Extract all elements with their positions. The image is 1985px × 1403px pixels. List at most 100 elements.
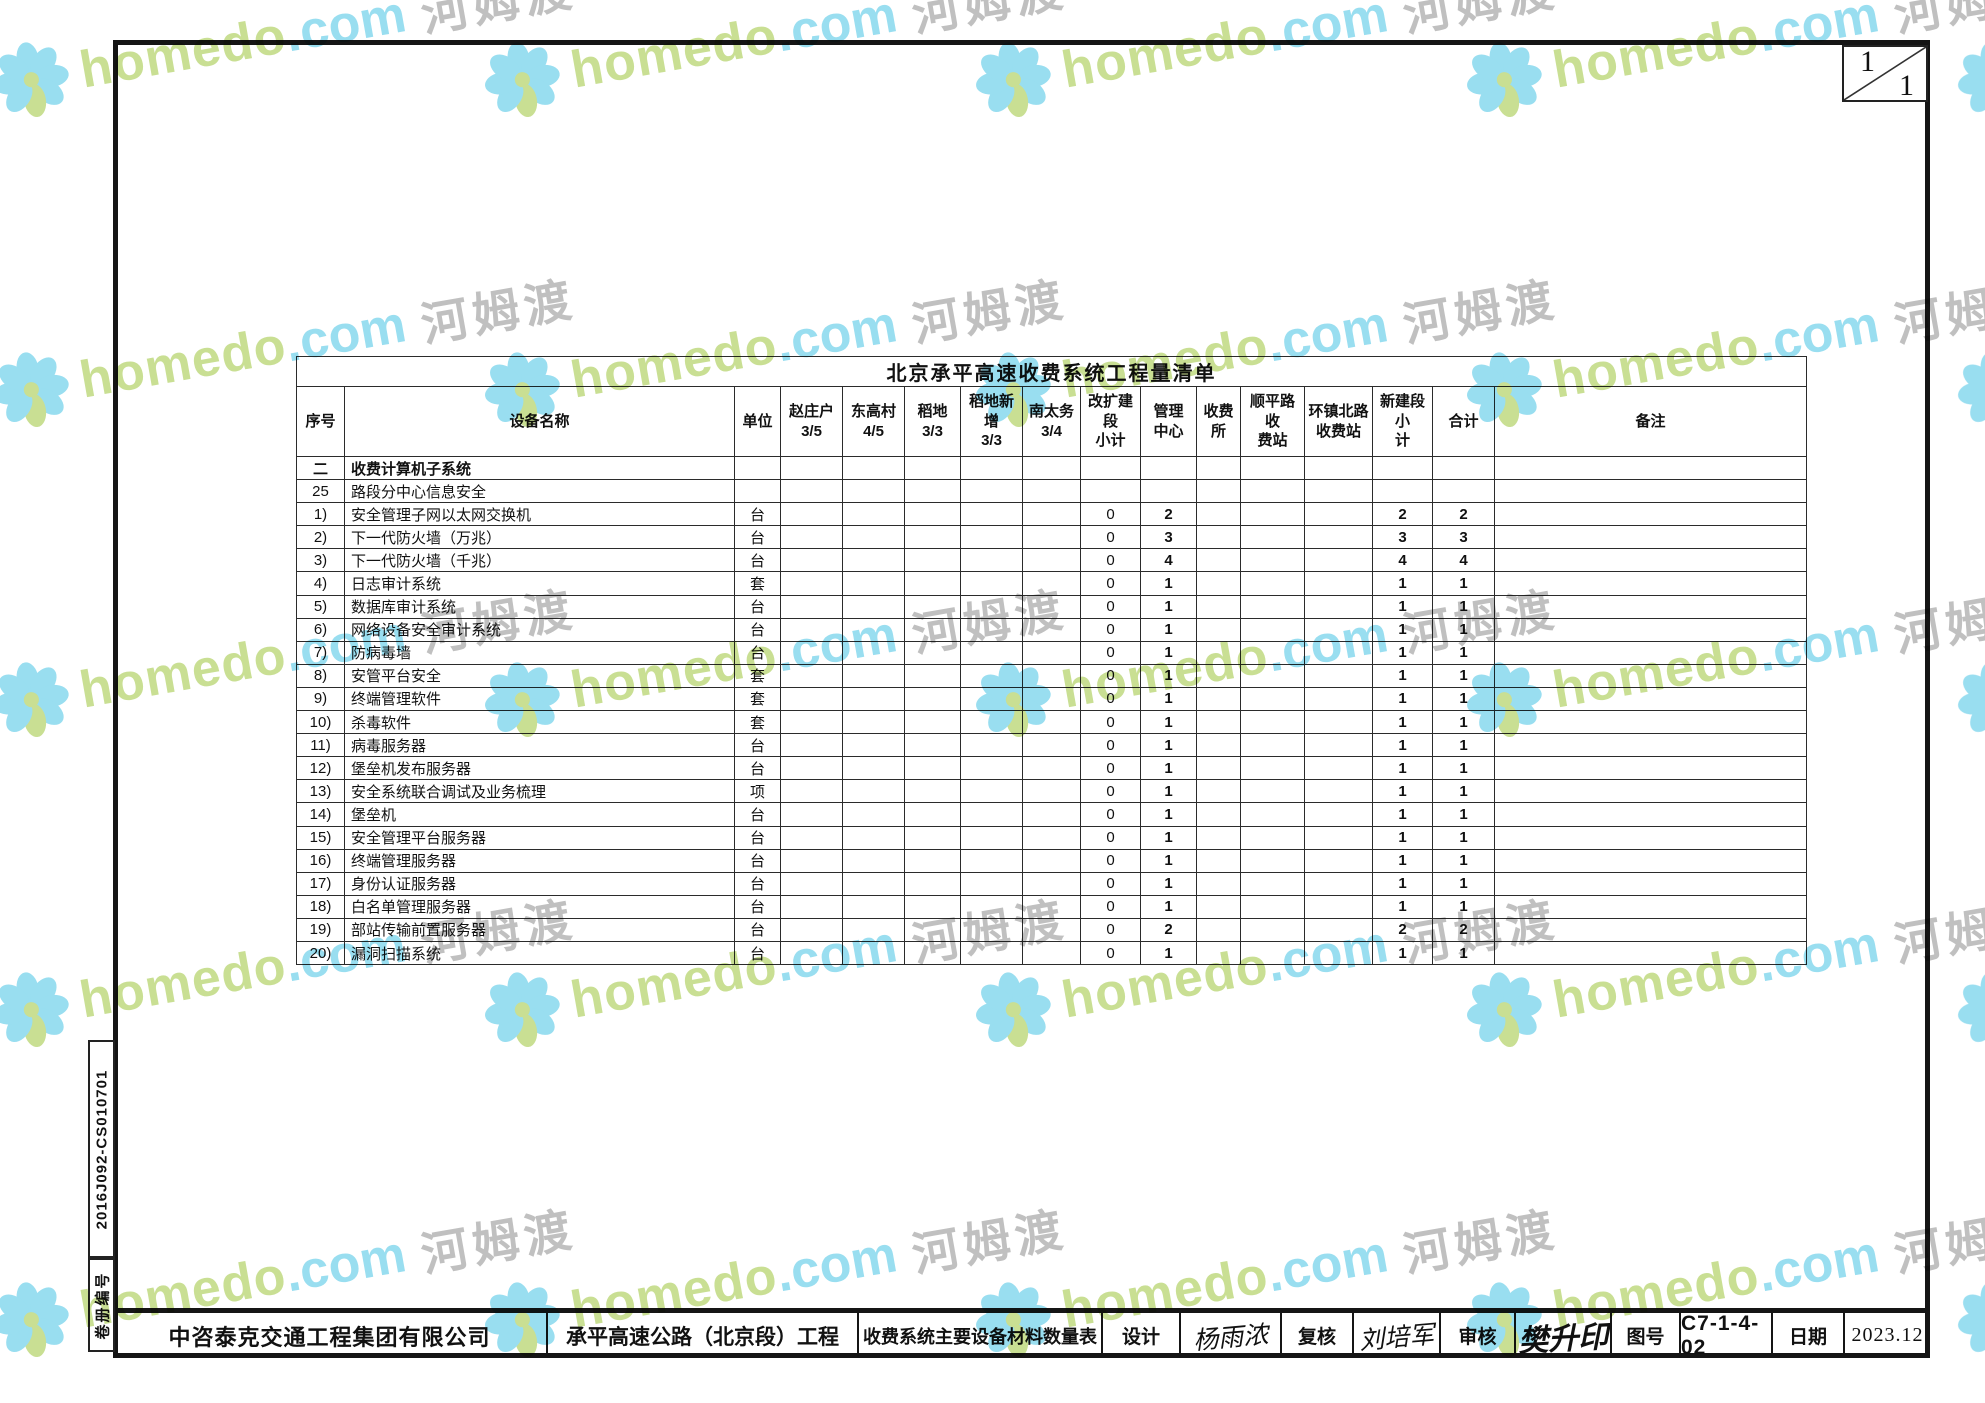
table-cell — [960, 548, 1023, 573]
table-cell: 0 — [1080, 571, 1141, 596]
drawing-no-label-cell: 图号 — [1610, 1313, 1679, 1358]
table-cell — [1022, 779, 1081, 804]
table-cell — [780, 756, 843, 781]
table-cell — [1022, 525, 1081, 550]
table-cell — [1304, 940, 1373, 966]
table-cell — [960, 525, 1023, 550]
table-cell — [780, 733, 843, 758]
design-label-cell: 设计 — [1101, 1313, 1179, 1358]
table-cell — [1196, 894, 1241, 919]
table-cell: 1) — [296, 502, 345, 527]
table-cell — [1196, 594, 1241, 619]
table-cell: 1 — [1432, 594, 1495, 619]
table-cell — [1494, 779, 1807, 804]
table-cell: 7) — [296, 640, 345, 665]
table-cell: 1 — [1372, 756, 1433, 781]
table-cell — [904, 479, 961, 504]
table-cell — [842, 779, 905, 804]
table-cell: 1 — [1372, 940, 1433, 966]
table-cell: 身份认证服务器 — [344, 871, 735, 896]
table-cell: 1 — [1372, 733, 1433, 758]
table-cell: 台 — [734, 825, 781, 850]
table-cell — [1022, 455, 1081, 481]
table-row: 8) 安管平台安全套 0 1 1 1 — [296, 663, 1807, 688]
table-cell — [1240, 825, 1305, 850]
table-cell — [1196, 802, 1241, 827]
table-cell — [960, 617, 1023, 642]
table-cell — [1022, 686, 1081, 712]
project-cell: 承平高速公路（北京段）工程 — [546, 1313, 857, 1358]
table-row: 13) 安全系统联合调试及业务梳理项 0 1 1 1 — [296, 779, 1807, 804]
table-cell: 白名单管理服务器 — [344, 894, 735, 919]
table-title: 北京承平高速收费系统工程量清单 — [296, 356, 1807, 387]
table-cell — [1240, 455, 1305, 481]
table-cell — [1196, 733, 1241, 758]
archive-number: 2016J092-CS010701 — [93, 1069, 110, 1229]
homedo-flower-icon — [1958, 42, 1985, 113]
design-signature: 杨雨浓 — [1191, 1319, 1270, 1355]
date-value: 2023.12 — [1851, 1324, 1924, 1346]
table-cell — [1304, 710, 1373, 735]
table-cell — [842, 825, 905, 850]
table-cell — [1432, 455, 1495, 481]
table-cell: 25 — [296, 479, 345, 504]
table-cell — [904, 848, 961, 873]
table-cell — [904, 871, 961, 896]
table-cell: 套 — [734, 663, 781, 688]
table-cell — [842, 802, 905, 827]
table-row: 11) 病毒服务器台 0 1 1 1 — [296, 733, 1807, 758]
table-cell: 1 — [1372, 617, 1433, 642]
table-cell: 台 — [734, 733, 781, 758]
table-cell: 台 — [734, 525, 781, 550]
table-cell: 0 — [1080, 848, 1141, 873]
table-cell — [1196, 848, 1241, 873]
table-cell — [1494, 871, 1807, 896]
table-cell — [1304, 733, 1373, 758]
table-cell — [1494, 502, 1807, 527]
table-cell — [1022, 571, 1081, 596]
table-cell: 安全管理子网以太网交换机 — [344, 502, 735, 527]
table-cell — [1240, 502, 1305, 527]
table-cell: 2 — [1140, 917, 1197, 942]
table-cell — [842, 871, 905, 896]
review-signature-cell: 樊升印 — [1514, 1313, 1610, 1358]
table-cell: 1 — [1432, 617, 1495, 642]
homedo-flower-icon — [0, 1282, 69, 1358]
table-cell: 套 — [734, 710, 781, 735]
table-cell: 0 — [1080, 871, 1141, 896]
watermark-cjk: 河姆渡 — [417, 0, 580, 42]
table-cell — [904, 802, 961, 827]
review-label-cell: 审核 — [1439, 1313, 1514, 1358]
table-cell: 1 — [1372, 825, 1433, 850]
column-header: 环镇北路 收费站 — [1304, 386, 1373, 457]
table-cell — [842, 617, 905, 642]
table-cell — [1022, 617, 1081, 642]
table-cell: 安管平台安全 — [344, 663, 735, 688]
table-row: 7) 防病毒墙台 0 1 1 1 — [296, 640, 1807, 665]
table-cell — [1240, 940, 1305, 966]
table-cell: 1 — [1432, 802, 1495, 827]
table-cell: 路段分中心信息安全 — [344, 479, 735, 504]
table-cell — [904, 571, 961, 596]
company-cell: 中咨泰克交通工程集团有限公司 — [113, 1313, 546, 1358]
column-header: 收费 所 — [1196, 386, 1241, 457]
table-cell: 0 — [1080, 640, 1141, 665]
table-cell: 台 — [734, 940, 781, 966]
table-cell — [960, 710, 1023, 735]
table-cell — [1304, 779, 1373, 804]
table-cell — [734, 479, 781, 504]
title-block: 中咨泰克交通工程集团有限公司 承平高速公路（北京段）工程 收费系统主要设备材料数… — [113, 1308, 1930, 1358]
table-cell — [780, 686, 843, 712]
design-signature-cell: 杨雨浓 — [1179, 1313, 1280, 1358]
table-cell: 杀毒软件 — [344, 710, 735, 735]
recheck-signature-cell: 刘培军 — [1352, 1313, 1439, 1358]
table-cell — [1240, 894, 1305, 919]
table-cell — [1304, 640, 1373, 665]
sheet-number-box: 1 1 — [1842, 45, 1928, 102]
column-header: 东高村 4/5 — [842, 386, 905, 457]
table-cell: 1 — [1140, 733, 1197, 758]
column-header: 设备名称 — [344, 386, 735, 457]
table-cell: 网络设备安全审计系统 — [344, 617, 735, 642]
table-cell: 1 — [1140, 594, 1197, 619]
table-cell: 4) — [296, 571, 345, 596]
